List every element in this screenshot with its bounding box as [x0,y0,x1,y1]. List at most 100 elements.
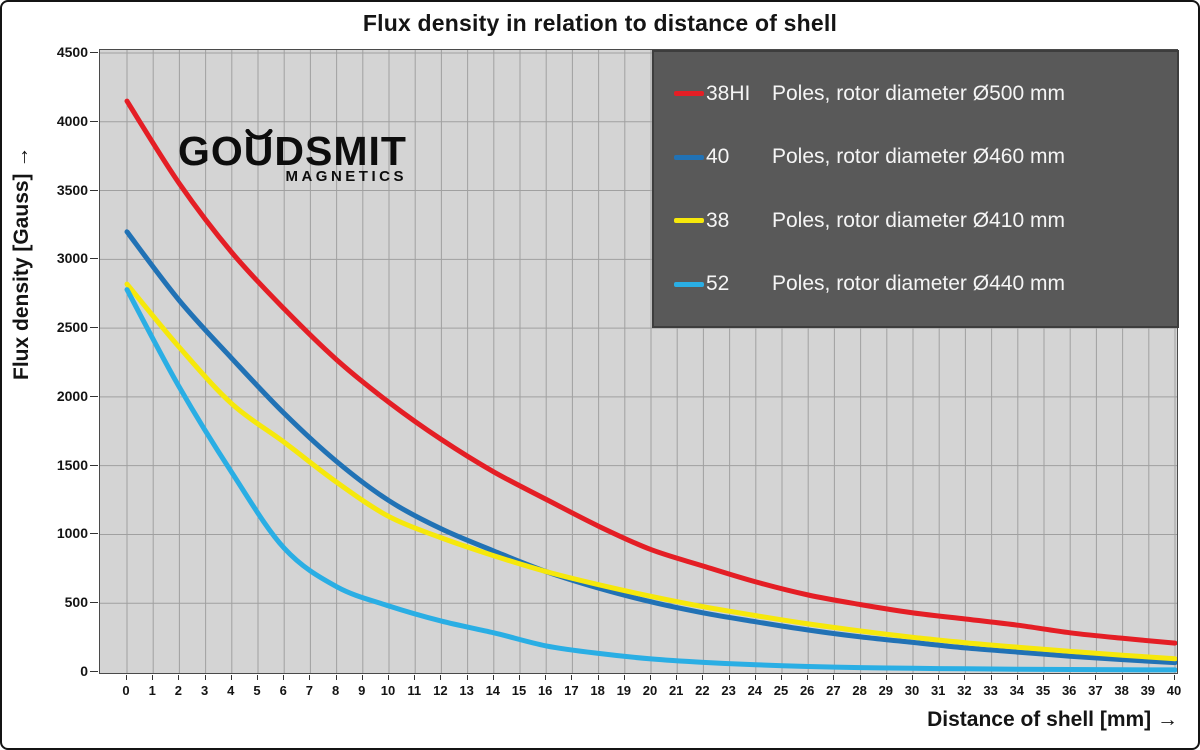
x-tick-mark [964,675,966,680]
x-tick-mark [885,675,887,680]
x-axis-title: Distance of shell [mm] → [927,708,1178,731]
x-tick-label-39: 39 [1140,683,1156,698]
logo-wordmark: GO UDSMIT [178,128,407,174]
legend-item-38: 38 Poles, rotor diameter Ø410 mm [674,209,1177,233]
x-tick-label-23: 23 [721,683,736,698]
x-tick-mark [309,675,311,680]
x-tick-label-20: 20 [642,683,658,698]
legend-description: Poles, rotor diameter Ø500 mm [772,81,1065,105]
plot-canvas [100,50,1177,673]
x-tick-mark [938,675,940,680]
legend-pole-count: 52 [706,272,730,296]
legend-pole-count: 40 [706,145,730,169]
legend-item-52: 52 Poles, rotor diameter Ø440 mm [674,272,1177,296]
x-tick-label-18: 18 [590,683,605,698]
x-tick-mark [361,675,363,680]
x-tick-mark [388,675,389,680]
x-tick-mark [990,675,992,680]
x-tick-mark [178,675,180,680]
x-tick-mark [1147,675,1149,680]
x-tick-mark [152,675,154,680]
x-tick-label-3: 3 [200,683,209,698]
x-tick-mark [283,675,285,680]
x-tick-label-14: 14 [485,683,501,698]
series-line-40 [124,229,1177,666]
x-tick-mark [1069,675,1071,680]
x-tick-label-27: 27 [826,683,841,698]
x-tick-label-12: 12 [433,683,448,698]
legend-description: Poles, rotor diameter Ø460 mm [772,145,1065,169]
x-tick-mark [126,675,127,680]
x-tick-mark [1016,675,1018,680]
y-tick-mark [90,671,98,672]
y-tick-label-2000: 2000 [56,387,88,404]
x-tick-mark [1043,675,1044,680]
x-tick-mark [440,675,442,680]
legend-swatch-icon [674,218,704,224]
x-tick-label-10: 10 [380,683,396,698]
y-tick-mark [90,464,98,466]
chart-title: Flux density in relation to distance of … [362,10,838,36]
x-tick-label-30: 30 [904,683,920,698]
x-tick-mark [833,675,835,680]
breve-icon [245,129,273,140]
x-tick-mark [1121,675,1123,680]
y-tick-mark [90,189,98,191]
x-tick-mark [754,675,756,680]
legend-pole-count: 38 [706,208,730,232]
y-tick-label-2500: 2500 [56,319,88,336]
x-tick-mark [807,675,809,680]
legend-pole-count: 38HI [706,81,751,105]
x-tick-label-13: 13 [459,683,474,698]
y-tick-mark [90,327,98,329]
x-tick-mark [702,675,704,680]
x-tick-label-31: 31 [930,683,946,698]
series-line-38 [124,281,1177,662]
legend-swatch-icon [674,281,704,287]
x-tick-mark [728,675,730,680]
x-tick-mark [230,675,232,680]
y-tick-mark [90,120,98,122]
x-tick-label-34: 34 [1009,683,1025,698]
x-tick-mark [571,675,573,680]
goudsmit-logo: GO UDSMIT MAGNETICS [178,128,407,185]
y-tick-label-1000: 1000 [56,525,88,542]
x-tick-label-24: 24 [747,683,763,698]
x-tick-mark [859,675,861,680]
series-line-38hi [124,98,1177,646]
x-tick-label-11: 11 [407,683,422,698]
x-tick-mark [414,675,416,680]
legend-swatch-icon [674,91,704,97]
x-tick-label-6: 6 [279,683,287,698]
y-tick-mark [90,52,98,53]
y-tick-label-3000: 3000 [56,250,88,267]
x-tick-label-7: 7 [305,683,314,698]
x-tick-label-21: 21 [668,683,684,698]
x-tick-mark [676,675,678,680]
x-tick-label-2: 2 [174,683,183,698]
logo-subtitle: MAGNETICS [285,168,407,185]
y-tick-label-1500: 1500 [56,456,88,473]
legend-item-38hi: 38HI Poles, rotor diameter Ø500 mm [674,82,1177,106]
x-tick-label-4: 4 [227,683,235,698]
legend-swatch-icon [674,154,704,160]
x-tick-mark [492,675,494,680]
x-tick-label-5: 5 [253,683,261,698]
x-tick-mark [466,675,468,680]
logo-letter-u-with-breve: U [243,128,275,174]
y-tick-label-4000: 4000 [56,112,88,129]
x-tick-mark [545,675,547,680]
y-tick-mark [90,533,98,535]
x-tick-mark [912,675,913,680]
x-tick-label-16: 16 [537,683,553,698]
y-tick-label-4500: 4500 [56,44,88,60]
legend-description: Poles, rotor diameter Ø440 mm [772,272,1065,296]
legend-item-40: 40 Poles, rotor diameter Ø460 mm [674,145,1177,169]
x-tick-label-28: 28 [852,683,867,698]
x-tick-mark [623,675,625,680]
x-tick-label-25: 25 [773,683,789,698]
x-tick-mark [335,675,337,680]
x-tick-label-9: 9 [358,683,366,698]
y-tick-label-0: 0 [80,663,88,679]
